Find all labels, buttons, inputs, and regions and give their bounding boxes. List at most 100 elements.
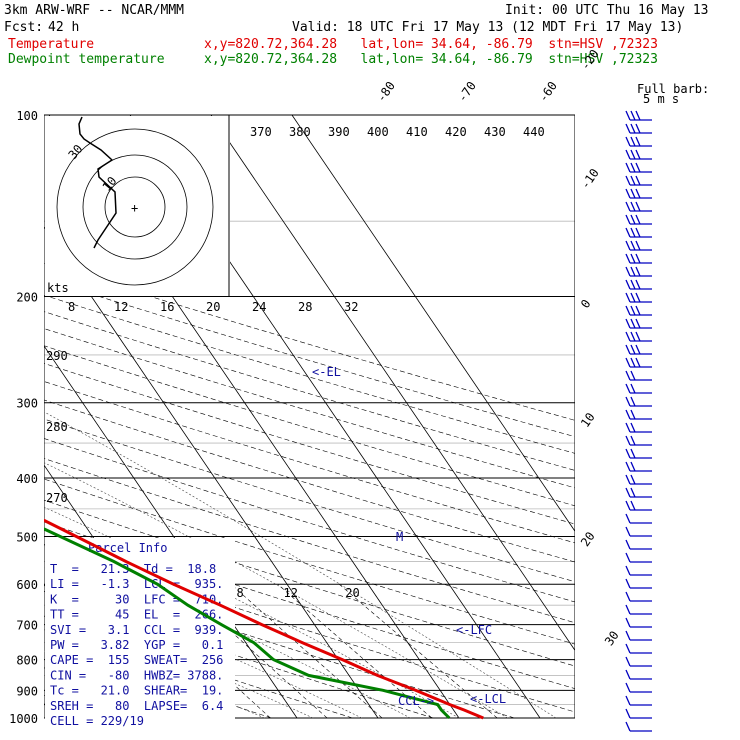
- theta-label: 440: [523, 125, 545, 139]
- hodograph-speed-label: 20: [206, 300, 220, 314]
- wind-barb: [625, 162, 652, 173]
- wind-barb: [625, 396, 652, 407]
- wind-barb: [625, 695, 652, 706]
- hodograph-unit: kts: [47, 281, 69, 295]
- dry-adiabat: [44, 399, 575, 563]
- temperature-location: x,y=820.72,364.28 lat,lon= 34.64, -86.79…: [204, 37, 658, 52]
- isotherm-label: 0: [578, 297, 594, 311]
- temperature-legend: Temperature: [8, 37, 95, 52]
- mixing-ratio-label: 20: [345, 586, 359, 600]
- wind-barb: [625, 565, 652, 576]
- wind-barb: [625, 136, 652, 147]
- wind-barb: [625, 188, 652, 199]
- theta-label: 410: [406, 125, 428, 139]
- wind-barb: [625, 682, 652, 693]
- wind-barb: [625, 656, 652, 667]
- hodograph-trace: [78, 116, 117, 249]
- pressure-label: 1000: [9, 712, 38, 726]
- wind-barb: [625, 123, 652, 134]
- wind-barb: [625, 110, 652, 121]
- dry-adiabat: [44, 478, 575, 645]
- parcel-row: PW = 3.82 YGP = 0.1: [50, 638, 223, 652]
- wind-barb: [625, 487, 652, 498]
- wind-barb: [625, 240, 652, 251]
- wind-barb: [625, 201, 652, 212]
- hodograph-ring: [56, 128, 214, 286]
- pressure-label: 200: [16, 291, 38, 305]
- theta-side-label: 280: [46, 420, 68, 434]
- parcel-row: CAPE = 155 SWEAT= 256: [50, 653, 223, 667]
- isotherm-label: -60: [536, 79, 560, 105]
- wind-barb: [625, 604, 652, 615]
- model-title: 3km ARW-WRF -- NCAR/MMM: [4, 3, 185, 18]
- pressure-label: 500: [16, 530, 38, 544]
- isotherm-label: -10: [578, 166, 602, 192]
- wind-barb: [625, 253, 652, 264]
- hodograph-origin: +: [131, 201, 138, 215]
- wind-barb: [625, 461, 652, 472]
- parcel-row: SREH = 80 LAPSE= 6.4: [50, 699, 223, 713]
- hodograph-speed-label: 12: [114, 300, 128, 314]
- mixing-ratio-line: [230, 583, 383, 719]
- wind-barb: [625, 344, 652, 355]
- parcel-row: LI = -1.3 LCL = 935.: [50, 577, 223, 591]
- el-marker: <-EL: [312, 365, 341, 379]
- forecast-label: Fcst:: [4, 20, 44, 35]
- dry-adiabat: [44, 311, 575, 471]
- parcel-row: T = 21.3 Td = 18.8: [50, 562, 216, 576]
- wind-barb: [625, 357, 652, 368]
- lcl-marker: <-LCL: [470, 692, 506, 706]
- isotherm-label: -80: [374, 79, 398, 105]
- dewpoint-legend: Dewpoint temperature: [8, 52, 165, 67]
- mixing-ratio-line: [178, 583, 328, 719]
- mixing-ratio-label: 12: [283, 586, 297, 600]
- wind-barb: [625, 175, 652, 186]
- valid-time: Valid: 18 UTC Fri 17 May 13 (12 MDT Fri …: [292, 20, 684, 35]
- hodograph-speed-label: 32: [344, 300, 358, 314]
- wind-barb: [625, 591, 652, 602]
- parcel-row: K = 30 LFC = 710.: [50, 592, 223, 606]
- dewpoint-location: x,y=820.72,364.28 lat,lon= 34.64, -86.79…: [204, 52, 658, 67]
- wind-barb: [625, 539, 652, 550]
- theta-label: 380: [289, 125, 311, 139]
- wind-barb: [625, 578, 652, 589]
- forecast-hours: 42 h: [48, 20, 80, 35]
- wind-barb: [625, 708, 652, 719]
- isotherm-line: [210, 114, 575, 652]
- isotherm-line: [44, 226, 379, 719]
- wind-barb: [625, 513, 652, 524]
- wind-barb: [625, 279, 652, 290]
- wind-barb: [625, 331, 652, 342]
- mixing-ratio-line: [277, 583, 432, 719]
- wind-barb: [625, 214, 652, 225]
- wind-barb: [625, 383, 652, 394]
- wind-barb: [625, 721, 652, 732]
- wind-barb: [625, 318, 652, 329]
- theta-label: 430: [484, 125, 506, 139]
- barb-legend-unit: 5 m s: [643, 92, 679, 106]
- mean-marker: M: [396, 530, 403, 544]
- dry-adiabat: [44, 278, 575, 438]
- pressure-label: 100: [16, 109, 38, 123]
- theta-label: 420: [445, 125, 467, 139]
- wind-barb: [625, 448, 652, 459]
- isotherm-label: 20: [578, 529, 598, 549]
- hodograph-box: [45, 116, 230, 296]
- moist-adiabat: [44, 462, 508, 719]
- isotherm-line: [291, 114, 575, 532]
- pressure-label: 300: [16, 397, 38, 411]
- theta-side-label: 290: [46, 349, 68, 363]
- wind-barb: [625, 227, 652, 238]
- mixing-ratio-line: [339, 583, 498, 719]
- wind-barb: [625, 500, 652, 511]
- wind-barb: [625, 370, 652, 381]
- wind-barb: [625, 409, 652, 420]
- mixing-ratio-label: 8: [237, 586, 244, 600]
- pressure-label: 800: [16, 654, 38, 668]
- wind-barb: [625, 305, 652, 316]
- pressure-label: 700: [16, 619, 38, 633]
- pressure-label: 400: [16, 472, 38, 486]
- isotherm-label: -20: [578, 47, 602, 73]
- hodograph-ring: [104, 176, 166, 238]
